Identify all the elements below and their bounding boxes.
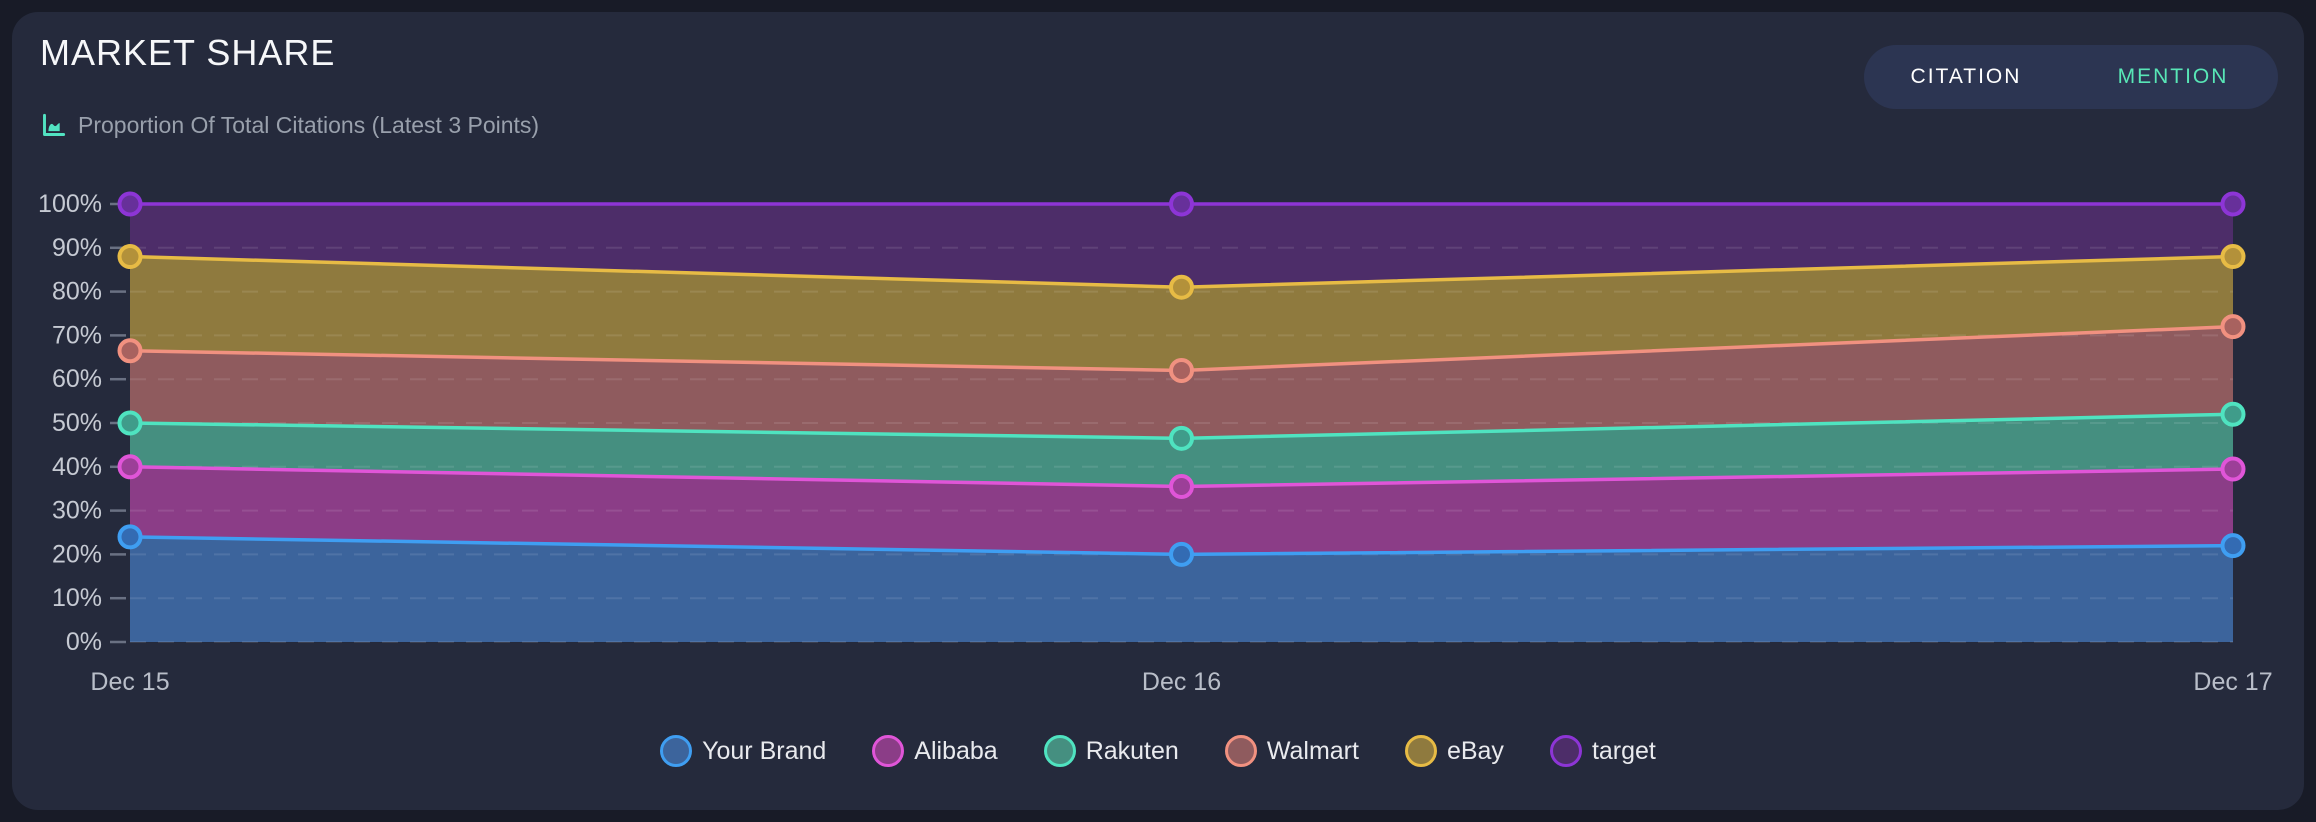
- legend-swatch-icon: [1224, 735, 1257, 767]
- data-point-walmart[interactable]: [117, 338, 143, 364]
- x-axis-label: Dec 15: [90, 668, 169, 696]
- y-axis-label: 100%: [38, 190, 102, 218]
- page-title: MARKET SHARE: [40, 32, 336, 73]
- y-axis-label: 30%: [52, 497, 102, 525]
- legend-label: Your Brand: [702, 736, 827, 765]
- data-point-ebay[interactable]: [2220, 244, 2246, 270]
- data-point-target[interactable]: [2220, 191, 2246, 217]
- legend-item-alibaba[interactable]: Alibaba: [872, 735, 998, 767]
- mention-toggle-button[interactable]: MENTION: [2068, 45, 2278, 109]
- data-points: [117, 191, 2246, 567]
- data-point-your-brand[interactable]: [117, 524, 143, 550]
- data-point-target[interactable]: [1169, 191, 1194, 217]
- data-point-alibaba[interactable]: [2220, 456, 2246, 482]
- data-point-target[interactable]: [117, 191, 143, 217]
- data-point-ebay[interactable]: [117, 244, 143, 270]
- legend-swatch-icon: [660, 735, 693, 767]
- legend-swatch-icon: [872, 735, 905, 767]
- chart-subtitle-row: Proportion Of Total Citations (Latest 3 …: [40, 112, 539, 139]
- legend-item-walmart[interactable]: Walmart: [1224, 735, 1359, 767]
- market-share-card: MARKET SHARE Proportion Of Total Citatio…: [12, 12, 2304, 810]
- data-point-rakuten[interactable]: [1169, 425, 1194, 451]
- legend-swatch-icon: [1043, 735, 1076, 767]
- y-axis-label: 0%: [66, 628, 102, 656]
- metric-toggle: CITATION MENTION: [1864, 45, 2278, 109]
- legend-item-your-brand[interactable]: Your Brand: [660, 735, 826, 767]
- legend-swatch-icon: [1404, 735, 1437, 767]
- data-point-ebay[interactable]: [1169, 274, 1194, 300]
- y-axis-label: 50%: [52, 409, 102, 437]
- y-axis-label: 90%: [52, 234, 102, 262]
- data-point-rakuten[interactable]: [2220, 401, 2246, 427]
- data-point-alibaba[interactable]: [117, 454, 143, 480]
- area-alibaba: [130, 466, 2233, 555]
- y-axis-label: 80%: [52, 278, 102, 306]
- area-target: [130, 204, 2233, 288]
- legend-swatch-icon: [1549, 735, 1582, 767]
- data-point-walmart[interactable]: [1169, 357, 1194, 383]
- legend-label: Alibaba: [914, 736, 998, 765]
- y-axis-label: 60%: [52, 365, 102, 393]
- legend-item-rakuten[interactable]: Rakuten: [1043, 735, 1179, 767]
- legend-item-target[interactable]: target: [1549, 735, 1656, 767]
- chart-subtitle: Proportion Of Total Citations (Latest 3 …: [78, 112, 540, 138]
- legend-item-ebay[interactable]: eBay: [1404, 735, 1504, 767]
- data-point-alibaba[interactable]: [1169, 474, 1194, 500]
- x-axis-label: Dec 16: [1142, 668, 1221, 696]
- data-point-walmart[interactable]: [2220, 314, 2246, 340]
- data-point-rakuten[interactable]: [117, 410, 143, 436]
- area-ebay: [130, 256, 2233, 371]
- area-your-brand: [130, 536, 2233, 642]
- data-point-your-brand[interactable]: [1169, 541, 1194, 567]
- legend-label: eBay: [1446, 736, 1504, 765]
- legend-label: target: [1591, 736, 1656, 765]
- y-axis-label: 40%: [52, 453, 102, 481]
- legend-label: Rakuten: [1085, 736, 1179, 765]
- market-share-chart: 0%10%20%30%40%50%60%70%80%90%100%Dec 15 D…: [38, 190, 2273, 696]
- y-axis-label: 10%: [52, 584, 102, 612]
- citation-toggle-button[interactable]: CITATION: [1864, 45, 2068, 109]
- x-axis-labels: Dec 15 Dec 16 Dec 17: [90, 668, 2272, 696]
- legend-label: Walmart: [1266, 736, 1359, 765]
- y-axis-label: 20%: [52, 540, 102, 568]
- y-axis-label: 70%: [52, 321, 102, 349]
- chart-legend: Your Brand Alibaba Rakuten Walmart eBay targe…: [12, 728, 2304, 774]
- x-axis-label: Dec 17: [2193, 668, 2272, 696]
- area-chart-icon: [40, 112, 67, 139]
- data-point-your-brand[interactable]: [2220, 533, 2246, 559]
